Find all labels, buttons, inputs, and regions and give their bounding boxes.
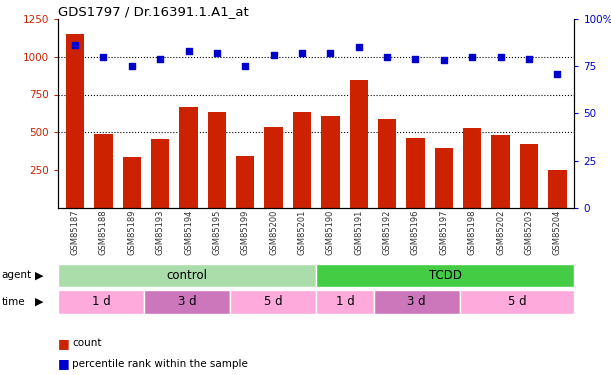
Point xyxy=(354,44,364,50)
Point xyxy=(70,42,80,48)
Text: count: count xyxy=(72,338,101,348)
Point xyxy=(155,56,165,62)
Bar xyxy=(316,264,574,287)
Bar xyxy=(459,290,574,314)
Point xyxy=(524,56,534,62)
Bar xyxy=(144,290,230,314)
Bar xyxy=(316,290,373,314)
Bar xyxy=(373,290,459,314)
Text: 1 d: 1 d xyxy=(335,295,354,308)
Point xyxy=(212,50,222,56)
Bar xyxy=(179,106,198,208)
Point xyxy=(467,54,477,60)
Point xyxy=(297,50,307,56)
Bar xyxy=(208,112,226,208)
Point xyxy=(552,70,562,76)
Text: GDS1797 / Dr.16391.1.A1_at: GDS1797 / Dr.16391.1.A1_at xyxy=(58,4,249,18)
Bar xyxy=(406,138,425,208)
Text: 5 d: 5 d xyxy=(508,295,526,308)
Point xyxy=(240,63,250,69)
Point xyxy=(127,63,137,69)
Bar xyxy=(491,135,510,208)
Text: 5 d: 5 d xyxy=(264,295,282,308)
Bar xyxy=(123,157,141,208)
Text: control: control xyxy=(167,269,208,282)
Point xyxy=(382,54,392,60)
Text: agent: agent xyxy=(2,270,32,280)
Bar xyxy=(434,147,453,208)
Bar xyxy=(293,112,311,208)
Point xyxy=(184,48,194,54)
Point xyxy=(326,50,335,56)
Bar xyxy=(230,290,316,314)
Bar xyxy=(463,128,481,208)
Bar xyxy=(58,290,144,314)
Text: ▶: ▶ xyxy=(35,270,44,280)
Bar xyxy=(265,127,283,208)
Bar xyxy=(378,120,397,208)
Text: ■: ■ xyxy=(58,357,70,370)
Text: 3 d: 3 d xyxy=(178,295,196,308)
Bar xyxy=(548,170,566,208)
Text: 3 d: 3 d xyxy=(408,295,426,308)
Bar xyxy=(151,139,169,208)
Bar xyxy=(236,156,255,208)
Bar xyxy=(349,80,368,208)
Text: ▶: ▶ xyxy=(35,297,44,307)
Text: percentile rank within the sample: percentile rank within the sample xyxy=(72,359,248,369)
Bar xyxy=(66,34,84,208)
Point xyxy=(98,54,108,60)
Text: time: time xyxy=(2,297,26,307)
Point xyxy=(496,54,505,60)
Bar xyxy=(94,134,112,208)
Text: TCDD: TCDD xyxy=(429,269,462,282)
Bar xyxy=(520,144,538,208)
Text: ■: ■ xyxy=(58,337,70,350)
Point xyxy=(411,56,420,62)
Bar xyxy=(58,264,316,287)
Text: 1 d: 1 d xyxy=(92,295,111,308)
Bar xyxy=(321,117,340,208)
Point xyxy=(269,52,279,58)
Point xyxy=(439,57,448,63)
